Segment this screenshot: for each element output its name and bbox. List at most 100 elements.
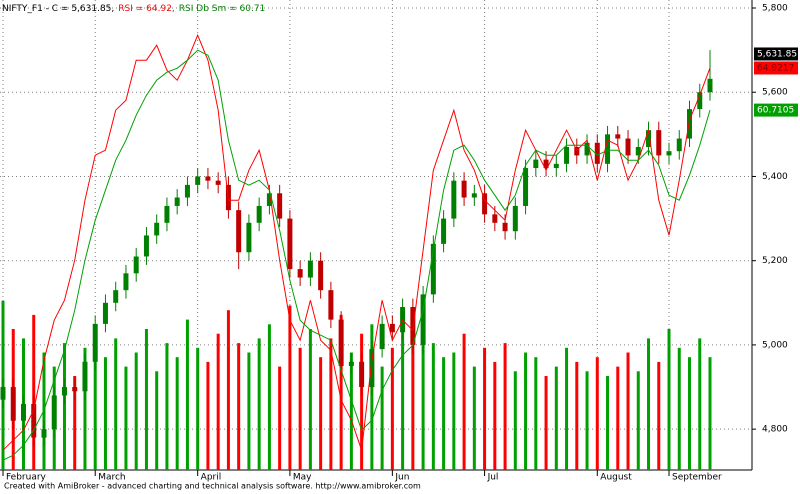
candle-body [666, 151, 672, 156]
candle-body [184, 184, 190, 198]
volume-bar [595, 357, 599, 470]
candle-body [625, 138, 631, 156]
x-tick-label: March [98, 473, 125, 483]
volume-bar [206, 361, 210, 470]
candle-body [410, 307, 416, 345]
volume-bar [442, 357, 446, 470]
candle-body [0, 387, 6, 400]
volume-bar [585, 371, 589, 470]
candle-body [543, 159, 549, 169]
candle-body [338, 319, 344, 366]
candle-body [492, 214, 498, 223]
y-tick-label: 5,400 [762, 172, 788, 182]
y-tick-label: 5,800 [762, 4, 788, 14]
volume-bar [124, 366, 128, 470]
candle-body [164, 205, 170, 223]
rsi-line [2, 33, 711, 451]
volume-bar [390, 347, 394, 470]
volume-bar [513, 371, 517, 470]
candle-body [574, 146, 580, 156]
y-tick-label: 4,800 [762, 425, 788, 435]
volume-bar [544, 376, 548, 470]
candle-body [584, 142, 590, 156]
volume-bar [708, 357, 712, 470]
candle-body [471, 193, 477, 198]
x-tick-label: Jun [394, 473, 409, 483]
volume-bar [288, 305, 292, 470]
candle-body [697, 92, 703, 110]
volume-bar [667, 329, 671, 470]
candle-body [307, 260, 313, 278]
candle-body [154, 222, 160, 236]
candle-body [113, 290, 119, 303]
y-tick-label: 5,000 [762, 340, 788, 350]
volume-bar [606, 376, 610, 470]
title-part: NIFTY_F1 - C = 5,631.85, [2, 4, 114, 14]
candle-body [82, 361, 88, 392]
volume-bar [175, 357, 179, 470]
x-tick-label: May [293, 473, 312, 483]
volume-bar [565, 347, 569, 470]
volume-bar [103, 357, 107, 470]
volume-bar [657, 361, 661, 470]
volume-bar [165, 343, 169, 470]
value-label-box [754, 47, 798, 61]
candle-body [143, 235, 149, 257]
volume-bar [93, 329, 97, 470]
candle-body [420, 294, 426, 345]
volume-bar [226, 310, 230, 470]
volume-bar [370, 324, 374, 470]
volume-bar [462, 333, 466, 470]
volume-bar [616, 366, 620, 470]
title-part: RSI = 64.92, [118, 4, 175, 14]
x-tick-label: August [600, 473, 632, 483]
footer: Created with AmiBroker - advanced charti… [4, 482, 421, 491]
value-label: 64.9217 [757, 63, 794, 73]
volume-bar [452, 352, 456, 470]
volume-bar [114, 338, 118, 470]
value-label: 5,631.85 [757, 49, 797, 59]
volume-bar [698, 338, 702, 470]
volume-bar [83, 347, 87, 470]
volume-bar [32, 314, 36, 470]
candle-body [102, 302, 108, 324]
candle-body [10, 387, 16, 421]
candle-body [635, 146, 641, 156]
volume-bar [626, 352, 630, 470]
volume-bar [411, 338, 415, 470]
candle-body [646, 130, 652, 147]
title-part: RSI Db Sm = 60.71 [179, 4, 266, 14]
volume-bar [329, 338, 333, 470]
volume-bar [185, 319, 189, 470]
volume-bar [298, 347, 302, 470]
candle-body [676, 138, 682, 152]
candle-body [266, 193, 272, 206]
x-tick-label: April [201, 473, 222, 483]
candle-body [61, 387, 67, 396]
volume-bar [196, 347, 200, 470]
candle-body [236, 210, 242, 253]
volume-bar [431, 343, 435, 470]
candle-body [51, 395, 57, 430]
volume-bar [534, 357, 538, 470]
volume-bar [688, 357, 692, 470]
y-tick-label: 5,200 [762, 256, 788, 266]
candle-body [605, 134, 611, 164]
candle-body [430, 243, 436, 295]
x-tick-label: Jul [487, 473, 499, 483]
candle-body [328, 290, 334, 320]
candle-body [20, 403, 26, 421]
candle-body [195, 176, 201, 185]
candle-body [215, 180, 221, 185]
candle-body [359, 361, 365, 388]
x-tick-label: February [6, 473, 47, 483]
volume-bar [319, 357, 323, 470]
candle-body [174, 197, 180, 206]
volume-bar [267, 324, 271, 470]
candle-body [277, 193, 283, 219]
candle-body [133, 256, 139, 274]
volume-bar [554, 366, 558, 470]
volume-bar [216, 333, 220, 470]
candle-body [687, 109, 693, 139]
